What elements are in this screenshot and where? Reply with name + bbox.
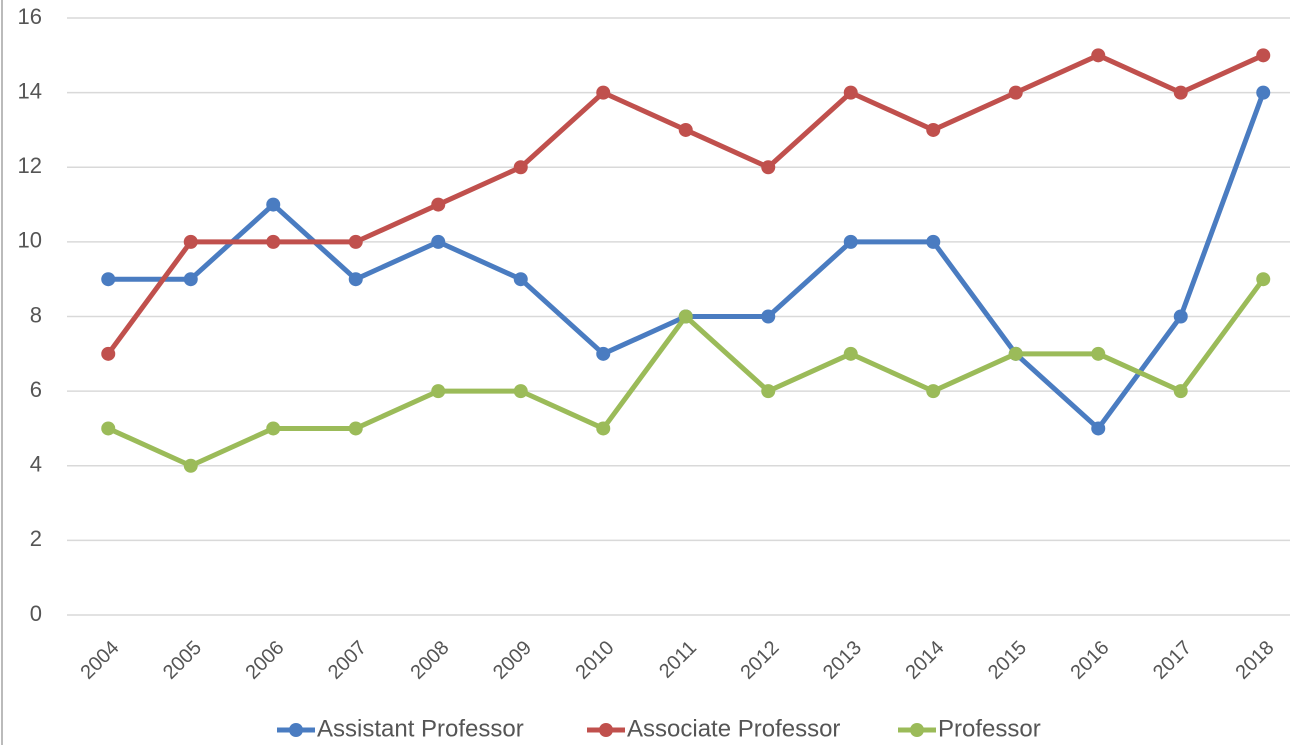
point (596, 346, 611, 361)
point (183, 234, 198, 249)
point (926, 384, 941, 399)
x-tick-label: 2006 (241, 637, 288, 684)
x-tick-label: 2013 (819, 637, 866, 684)
y-tick-label: 0 (30, 601, 42, 626)
y-tick-label: 2 (30, 526, 42, 551)
point (1173, 85, 1188, 100)
point (1256, 85, 1271, 100)
point (1173, 384, 1188, 399)
x-tick-label: 2016 (1066, 637, 1113, 684)
point (1091, 421, 1106, 436)
x-tick-label: 2008 (406, 637, 453, 684)
x-tick-label: 2009 (489, 637, 536, 684)
series-line (107, 277, 1266, 469)
point (266, 421, 281, 436)
point (431, 234, 446, 249)
point (348, 272, 363, 287)
point (843, 346, 858, 361)
x-tick-label: 2012 (736, 637, 783, 684)
y-tick-label: 12 (18, 153, 42, 178)
point (183, 272, 198, 287)
y-tick-label: 14 (18, 78, 42, 103)
point (926, 122, 941, 137)
point (513, 160, 528, 175)
legend-label: Professor (938, 715, 1041, 742)
point (1173, 309, 1188, 324)
legend-marker (599, 723, 613, 737)
point (761, 160, 776, 175)
x-tick-label: 2014 (901, 637, 948, 684)
point (1008, 85, 1023, 100)
x-tick-label: 2007 (324, 637, 371, 684)
series-line (108, 91, 1266, 431)
x-tick-label: 2011 (655, 637, 701, 683)
point (1256, 48, 1271, 63)
point (431, 384, 446, 399)
point (843, 234, 858, 249)
point (678, 122, 693, 137)
x-tick-label: 2004 (76, 637, 123, 684)
point (266, 197, 281, 212)
point (843, 85, 858, 100)
legend-label: Assistant Professor (317, 715, 524, 742)
y-tick-label: 10 (18, 228, 42, 253)
point (761, 309, 776, 324)
legend-label: Associate Professor (627, 715, 840, 742)
point (348, 421, 363, 436)
x-tick-label: 2010 (571, 637, 618, 684)
legend-marker (289, 723, 303, 737)
point (348, 234, 363, 249)
point (183, 458, 198, 473)
point (678, 309, 693, 324)
x-tick-label: 2018 (1231, 637, 1278, 684)
point (1256, 272, 1271, 287)
y-tick-label: 6 (30, 377, 42, 402)
x-tick-label: 2005 (159, 637, 206, 684)
point (101, 346, 116, 361)
point (431, 197, 446, 212)
point (513, 384, 528, 399)
point (761, 384, 776, 399)
point (1091, 48, 1106, 63)
point (596, 421, 611, 436)
legend-marker (910, 723, 924, 737)
x-tick-label: 2015 (984, 637, 1031, 684)
point (101, 421, 116, 436)
point (1008, 346, 1023, 361)
point (596, 85, 611, 100)
point (513, 272, 528, 287)
y-tick-label: 16 (18, 4, 42, 29)
x-tick-label: 2017 (1149, 637, 1196, 684)
point (1091, 346, 1106, 361)
point (266, 234, 281, 249)
point (926, 234, 941, 249)
point (101, 272, 116, 287)
y-tick-label: 4 (30, 452, 42, 477)
series-line (106, 52, 1265, 356)
y-tick-label: 8 (30, 302, 42, 327)
